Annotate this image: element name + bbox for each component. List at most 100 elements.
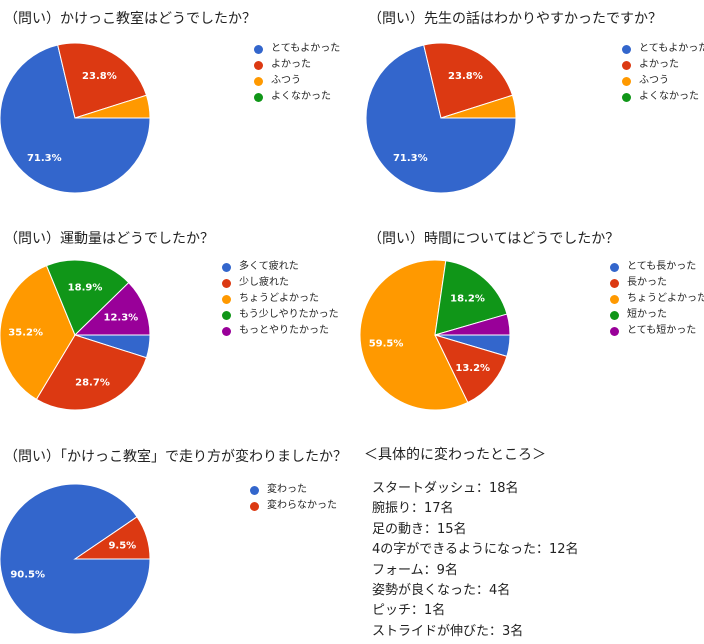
slice-label: 59.5% <box>369 339 404 350</box>
pie-chart-2: 71.3% 23.8% <box>365 42 517 194</box>
pie-slice <box>73 516 151 560</box>
legend-label: よかった <box>639 59 679 70</box>
legend-swatch <box>622 60 631 70</box>
legend-item: 変わらなかった <box>250 498 337 514</box>
slice-label: 13.2% <box>455 363 490 374</box>
legend-item: とてもよかった <box>622 41 704 57</box>
pie-slice <box>74 94 151 119</box>
pie-slice <box>0 44 151 194</box>
changes-list: スタートダッシュ：18名 腕振り：17名 足の動き：15名 4の字ができるように… <box>372 479 579 642</box>
slice-label: 9.5% <box>108 540 136 551</box>
legend-label: ちょうどよかった <box>239 293 319 304</box>
legend-item: ちょうどよかった <box>222 291 339 307</box>
pie-slice <box>57 42 148 119</box>
legend-swatch <box>222 326 231 336</box>
legend-item: よかった <box>622 57 704 73</box>
pie-slice <box>365 44 517 194</box>
legend-label: 少し疲れた <box>239 277 289 288</box>
legend-label: ちょうどよかった <box>627 293 704 304</box>
chart-title: （問い）先生の話はわかりやすかったですか？ <box>368 11 662 27</box>
chart-title: （問い）「かけっこ教室」で走り方が変わりましたか？ <box>4 449 347 465</box>
changes-title: ＜具体的に変わったところ＞ <box>364 447 546 463</box>
slice-label: 28.7% <box>75 377 110 388</box>
legend-swatch <box>222 262 231 272</box>
legend-3: 多くて疲れた 少し疲れたちょうどよかったもう少しやりたかった もっとやりたかった <box>222 259 339 339</box>
legend-item: よくなかった <box>622 89 704 105</box>
slice-label: 12.3% <box>103 312 138 323</box>
slice-label: 90.5% <box>10 570 45 581</box>
pie-slice <box>434 334 508 404</box>
legend-swatch <box>222 278 231 288</box>
legend-label: 変わった <box>267 484 307 495</box>
legend-label: ふつう <box>271 75 301 86</box>
changes-item: ストライドが伸びた：3名 <box>372 623 524 639</box>
legend-swatch <box>610 262 619 272</box>
legend-item: もう少しやりたかった <box>222 307 339 323</box>
legend-swatch <box>222 294 231 304</box>
legend-label: とても長かった <box>627 261 697 272</box>
legend-item: 長かった <box>610 275 704 291</box>
legend-1: とてもよかったよかったふつうよくなかった <box>254 41 340 105</box>
legend-item: ふつう <box>254 73 340 89</box>
legend-swatch <box>622 92 631 102</box>
legend-swatch <box>254 92 263 102</box>
legend-item: よくなかった <box>254 89 340 105</box>
legend-swatch <box>250 501 259 511</box>
legend-swatch <box>622 44 631 54</box>
pie-chart-3: 28.7% 35.2% 18.9% 12.3% <box>0 259 151 411</box>
changes-item: 腕振り：17名 <box>372 501 454 517</box>
legend-swatch <box>250 485 259 495</box>
chart-title: （問い）かけっこ教室はどうでしたか？ <box>4 11 256 27</box>
changes-item: 姿勢が良くなった：4名 <box>372 583 511 599</box>
legend-label: 変わらなかった <box>267 500 337 511</box>
legend-label: 短かった <box>627 309 667 320</box>
slice-label: 71.3% <box>393 153 428 164</box>
pie-slice <box>0 264 76 401</box>
legend-label: 多くて疲れた <box>239 261 299 272</box>
legend-swatch <box>610 278 619 288</box>
pie-chart-4: 13.2% 59.5% 18.2% <box>359 259 511 411</box>
slice-label: 18.2% <box>450 294 485 305</box>
changes-item: スタートダッシュ：18名 <box>372 481 519 496</box>
legend-label: とてもよかった <box>271 43 341 54</box>
legend-swatch <box>254 76 263 86</box>
slice-label: 18.9% <box>68 283 103 294</box>
legend-item: よかった <box>254 57 340 73</box>
legend-swatch <box>222 310 231 320</box>
slice-label: 71.3% <box>27 153 62 164</box>
pie-slice <box>359 259 469 411</box>
legend-5: 変わった変わらなかった <box>250 482 337 514</box>
legend-item: とても短かった <box>610 323 704 339</box>
legend-label: ふつう <box>639 75 669 86</box>
legend-label: とてもよかった <box>639 43 704 54</box>
pie-slice <box>440 94 517 119</box>
chart-title: （問い）運動量はどうでしたか？ <box>4 231 214 247</box>
legend-label: よくなかった <box>271 91 331 102</box>
legend-item: ちょうどよかった <box>610 291 704 307</box>
slice-label: 23.8% <box>448 71 483 82</box>
slice-label: 35.2% <box>8 327 43 338</box>
legend-item: 多くて疲れた <box>222 259 339 275</box>
legend-swatch <box>254 44 263 54</box>
legend-item: 少し疲れた <box>222 275 339 291</box>
legend-swatch <box>610 294 619 304</box>
legend-swatch <box>622 76 631 86</box>
pie-chart-5: 90.5% 9.5% <box>0 483 151 635</box>
changes-item: 4の字ができるようになった：12名 <box>372 542 579 558</box>
legend-item: ふつう <box>622 73 704 89</box>
pie-slice <box>45 259 130 336</box>
pie-slice <box>434 313 511 336</box>
legend-4: とても長かった 長かったちょうどよかった 短かったとても短かった <box>610 259 704 339</box>
legend-swatch <box>254 60 263 70</box>
legend-label: もう少しやりたかった <box>239 309 339 320</box>
legend-label: 長かった <box>627 277 667 288</box>
changes-item: 足の動き：15名 <box>372 521 467 537</box>
pie-chart-1: 71.3% 23.8% <box>0 42 151 194</box>
slice-label: 23.8% <box>82 71 117 82</box>
legend-item: もっとやりたかった <box>222 323 339 339</box>
legend-swatch <box>610 326 619 336</box>
pie-slice <box>423 42 514 119</box>
chart-title: （問い）時間についてはどうでしたか？ <box>368 231 620 247</box>
legend-label: もっとやりたかった <box>239 325 329 336</box>
legend-label: よくなかった <box>639 91 699 102</box>
